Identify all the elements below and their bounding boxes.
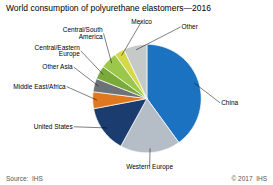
html-text:© 2017 IHS: © 2017 IHS [231, 175, 267, 182]
html-text:World consumption of polyureth: World consumption of polyurethane elasto… [6, 3, 211, 13]
svg-text:Middle East/Africa: Middle East/Africa [13, 83, 66, 90]
html-text:Source: IHS: Source: IHS [6, 175, 43, 182]
svg-text:Western Europe: Western Europe [126, 163, 173, 171]
svg-text:Mexico: Mexico [131, 18, 152, 25]
svg-text:Other Asia: Other Asia [42, 63, 73, 70]
svg-text:Central/SouthAmerica: Central/SouthAmerica [63, 26, 103, 40]
svg-text:China: China [221, 99, 238, 106]
svg-text:Central/EasternEurope: Central/EasternEurope [35, 44, 81, 59]
svg-text:Other: Other [182, 23, 199, 30]
svg-text:United States: United States [34, 123, 74, 130]
